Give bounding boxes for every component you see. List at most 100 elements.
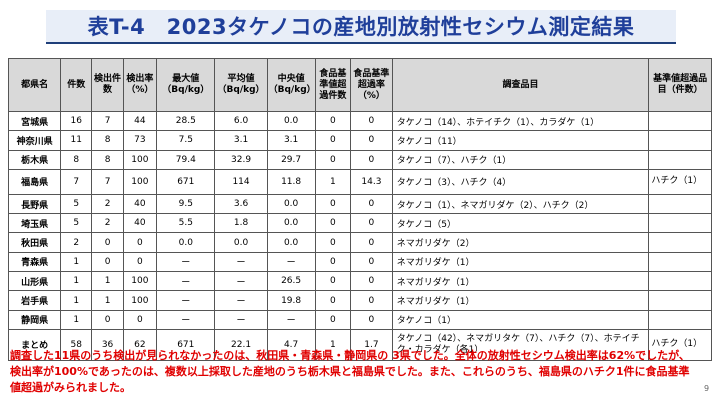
cell-over-items xyxy=(648,130,712,151)
cell-detected: 0 xyxy=(91,232,124,253)
cell-items: タケノコ（14）、ホテイチク（1）、カラダケ（1） xyxy=(391,110,650,132)
cell-detected: 2 xyxy=(91,193,124,215)
cell-max: 5.5 xyxy=(156,213,216,234)
cell-over-count: 0 xyxy=(314,213,352,234)
cell-over-items: ハチク（1） xyxy=(648,168,712,195)
slide-title: 表T-4 2023タケノコの産地別放射性セシウム測定結果 xyxy=(87,15,635,39)
cell-count: 5 xyxy=(60,193,93,215)
cell-detected: 36 xyxy=(91,328,124,361)
cell-max: ー xyxy=(156,290,216,311)
cell-pref: 宮城県 xyxy=(7,110,62,132)
cell-max: ー xyxy=(156,309,216,330)
cell-over-rate: 0 xyxy=(350,309,393,330)
cell-mean: ー xyxy=(214,290,268,311)
cell-median: 3.1 xyxy=(266,130,316,151)
cell-count: 7 xyxy=(60,168,93,195)
cell-median: 11.8 xyxy=(266,168,316,195)
cell-over-count: 0 xyxy=(314,290,352,311)
cell-over-count: 0 xyxy=(314,251,352,273)
cell-max: ー xyxy=(156,251,216,273)
cell-rate: 40 xyxy=(122,213,158,234)
cell-median: ー xyxy=(266,309,316,330)
header-prefecture: 都県名 xyxy=(7,58,62,112)
cell-items: タケノコ（42）、ネマガリタケ（7）、ハチク（7）、ホテイチク・カラダケ（各1） xyxy=(391,328,650,361)
cell-detected: 1 xyxy=(91,290,124,311)
cell-over-items: ハチク（1） xyxy=(648,328,712,361)
cell-over-items xyxy=(648,290,712,311)
cell-count: 1 xyxy=(60,309,93,330)
table-row: 福島県 7 7 100 671 114 11.8 1 14.3 タケノコ（3）、ハチク（4） ハチク… xyxy=(7,168,712,195)
cell-max: 9.5 xyxy=(156,193,216,215)
cell-detected: 1 xyxy=(91,271,124,292)
cell-detected: 7 xyxy=(91,168,124,195)
table-row: 栃木県 8 8 100 79.4 32.9 29.7 0 0 タケノコ（7）、ハチク（1） xyxy=(7,149,712,170)
cell-count: 16 xyxy=(60,110,93,132)
cell-over-count: 0 xyxy=(314,110,352,132)
header-items: 調査品目 xyxy=(391,58,650,112)
cell-over-rate: 14.3 xyxy=(350,168,393,195)
cell-rate: 40 xyxy=(122,193,158,215)
header-count: 件数 xyxy=(60,58,93,112)
header-detection-rate: 検出率（%） xyxy=(122,58,158,112)
cell-median: 0.0 xyxy=(266,193,316,215)
cell-mean: 32.9 xyxy=(214,149,268,170)
cell-items: タケノコ（3）、ハチク（4） xyxy=(391,168,650,195)
cell-pref: 栃木県 xyxy=(7,149,62,170)
cell-count: 11 xyxy=(60,130,93,151)
cell-items: タケノコ（11） xyxy=(391,130,650,151)
header-max: 最大値（Bq/kg） xyxy=(156,58,216,112)
cell-items: ネマガリダケ（1） xyxy=(391,290,650,311)
header-detected: 検出件数 xyxy=(91,58,124,112)
cell-detected: 0 xyxy=(91,309,124,330)
cell-over-count: 0 xyxy=(314,149,352,170)
cell-count: 1 xyxy=(60,251,93,273)
cell-pref: 埼玉県 xyxy=(7,213,62,234)
cell-mean: 22.1 xyxy=(214,328,268,361)
cell-max: 0.0 xyxy=(156,232,216,253)
table-row: 静岡県 1 0 0 ーーー 0 0 タケノコ（1） xyxy=(7,309,712,330)
cell-count: 8 xyxy=(60,149,93,170)
cell-rate: 0 xyxy=(122,232,158,253)
cell-max: 671 xyxy=(156,328,216,361)
cell-mean: 114 xyxy=(214,168,268,195)
cell-over-items xyxy=(648,251,712,273)
cell-items: タケノコ（1）、ネマガリダケ（2）、ハチク（2） xyxy=(391,193,650,215)
cell-over-rate: 0 xyxy=(350,290,393,311)
cell-median: 29.7 xyxy=(266,149,316,170)
cell-over-rate: 0 xyxy=(350,193,393,215)
cell-over-rate: 0 xyxy=(350,130,393,151)
cell-max: ー xyxy=(156,271,216,292)
cell-over-count: 0 xyxy=(314,232,352,253)
cell-median: 0.0 xyxy=(266,213,316,234)
cell-over-count: 1 xyxy=(314,328,352,361)
cell-over-count: 0 xyxy=(314,130,352,151)
cell-pref: 青森県 xyxy=(7,251,62,273)
cell-items: ネマガリダケ（1） xyxy=(391,251,650,273)
cell-detected: 0 xyxy=(91,251,124,273)
cell-pref: 秋田県 xyxy=(7,232,62,253)
cell-over-rate: 0 xyxy=(350,213,393,234)
cell-rate: 100 xyxy=(122,168,158,195)
cell-rate: 73 xyxy=(122,130,158,151)
cell-median: 0.0 xyxy=(266,110,316,132)
cell-detected: 2 xyxy=(91,213,124,234)
table-row: 長野県 5 2 40 9.5 3.6 0.0 0 0 タケノコ（1）、ネマガリダケ（2）、ハチク（… xyxy=(7,193,712,215)
cell-detected: 8 xyxy=(91,130,124,151)
cell-items: タケノコ（5） xyxy=(391,213,650,234)
cell-median: 0.0 xyxy=(266,232,316,253)
cell-over-rate: 0 xyxy=(350,149,393,170)
cell-rate: 100 xyxy=(122,290,158,311)
cell-over-rate: 0 xyxy=(350,110,393,132)
table-row: 宮城県 16 7 44 28.5 6.0 0.0 0 0 タケノコ（14）、ホテイチク（1）、カラ… xyxy=(7,110,712,132)
cell-over-items xyxy=(648,271,712,292)
cell-over-items xyxy=(648,213,712,234)
cell-rate: 100 xyxy=(122,149,158,170)
cell-over-rate: 0 xyxy=(350,232,393,253)
cell-max: 671 xyxy=(156,168,216,195)
table-row: まとめ 58 36 62 671 22.1 4.7 1 1.7 タケノコ（42）、ネマガリタケ（7… xyxy=(7,328,712,361)
cell-mean: 3.6 xyxy=(214,193,268,215)
cell-count: 1 xyxy=(60,271,93,292)
table-row: 神奈川県 11 8 73 7.5 3.1 3.1 0 0 タケノコ（11） xyxy=(7,130,712,151)
table-body: 宮城県 16 7 44 28.5 6.0 0.0 0 0 タケノコ（14）、ホテイチク（1）、カラ… xyxy=(7,110,712,361)
cell-mean: 3.1 xyxy=(214,130,268,151)
